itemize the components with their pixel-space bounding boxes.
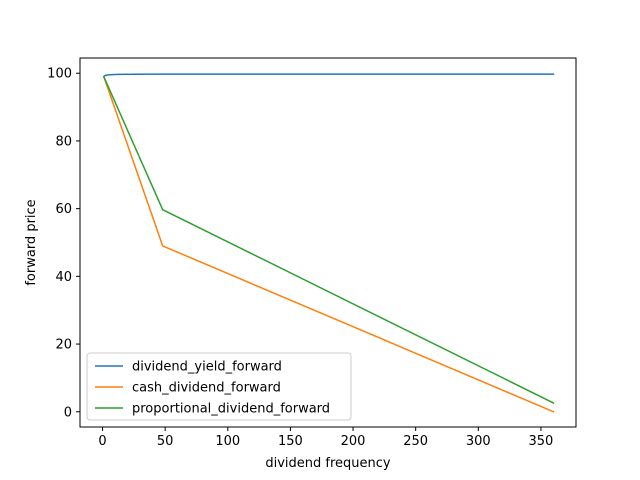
legend-entry-1: cash_dividend_forward [132, 381, 281, 396]
x-tick-label: 50 [157, 434, 174, 449]
x-tick-label: 350 [529, 434, 554, 449]
x-tick-label: 300 [466, 434, 491, 449]
x-axis-label: dividend frequency [265, 456, 391, 471]
series-layer [102, 73, 555, 413]
y-tick-label: 60 [55, 202, 72, 217]
x-tick-label: 100 [215, 434, 240, 449]
y-tick-label: 20 [55, 338, 72, 353]
x-tick-label: 200 [341, 434, 366, 449]
x-axis: 0 50 100 150 200 250 300 350 [98, 427, 553, 449]
plot-frame [79, 57, 577, 428]
y-tick-label: 100 [47, 67, 72, 82]
x-tick-label: 250 [403, 434, 428, 449]
y-tick-label: 80 [55, 134, 72, 149]
x-tick-label: 0 [98, 434, 106, 449]
legend-entry-2: proportional_dividend_forward [132, 402, 330, 417]
series-line-0 [102, 73, 555, 78]
series-line-1 [102, 75, 555, 413]
legend-box [86, 352, 352, 421]
legend-entry-0: dividend_yield_forward [132, 360, 282, 375]
y-tick-label: 40 [55, 270, 72, 285]
plot-area [79, 57, 577, 428]
y-tick-label: 0 [64, 405, 72, 420]
x-tick-label: 150 [278, 434, 303, 449]
y-axis: 0 20 40 60 80 100 [47, 67, 80, 420]
y-axis-label: forward price [24, 199, 39, 285]
legend: dividend_yield_forward cash_dividend_forw… [86, 352, 352, 421]
series-line-2 [102, 75, 555, 404]
